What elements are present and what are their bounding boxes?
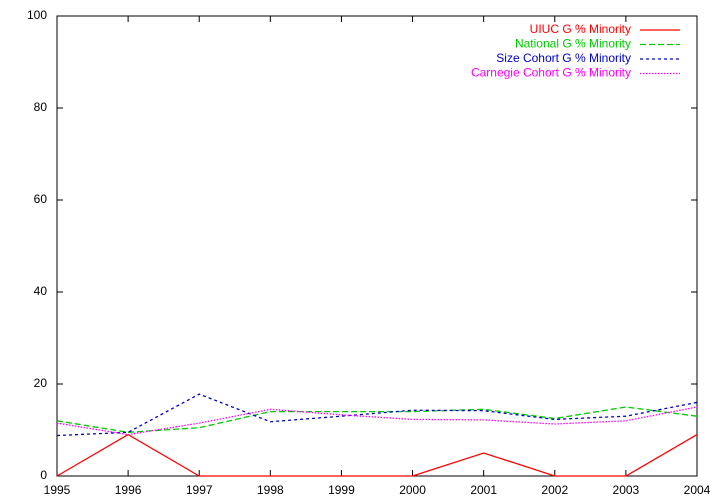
x-tick-label: 1995	[44, 483, 71, 497]
legend-label: Carnegie Cohort G % Minority	[471, 66, 631, 80]
x-tick-label: 1997	[186, 483, 213, 497]
series-line	[56, 433, 698, 477]
y-tick-label: 0	[40, 468, 47, 482]
x-tick-label: 1996	[115, 483, 142, 497]
x-tick-label: 2002	[541, 483, 568, 497]
legend-label: National G % Minority	[515, 37, 631, 51]
x-tick-label: 2004	[684, 483, 711, 497]
plot-frame	[56, 15, 698, 477]
y-tick-label: 80	[34, 100, 48, 114]
series-line	[56, 393, 698, 437]
y-tick-label: 40	[34, 284, 48, 298]
y-tick-label: 20	[34, 376, 48, 390]
x-tick-label: 1998	[257, 483, 284, 497]
x-tick-label: 2001	[470, 483, 497, 497]
x-tick-label: 2003	[613, 483, 640, 497]
y-tick-label: 100	[27, 8, 47, 22]
y-tick-label: 60	[34, 192, 48, 206]
x-tick-label: 2000	[399, 483, 426, 497]
series-line	[56, 406, 698, 433]
x-tick-label: 1999	[328, 483, 355, 497]
series-line	[56, 406, 698, 436]
legend-label: Size Cohort G % Minority	[496, 51, 631, 65]
legend-label: UIUC G % Minority	[530, 22, 631, 36]
